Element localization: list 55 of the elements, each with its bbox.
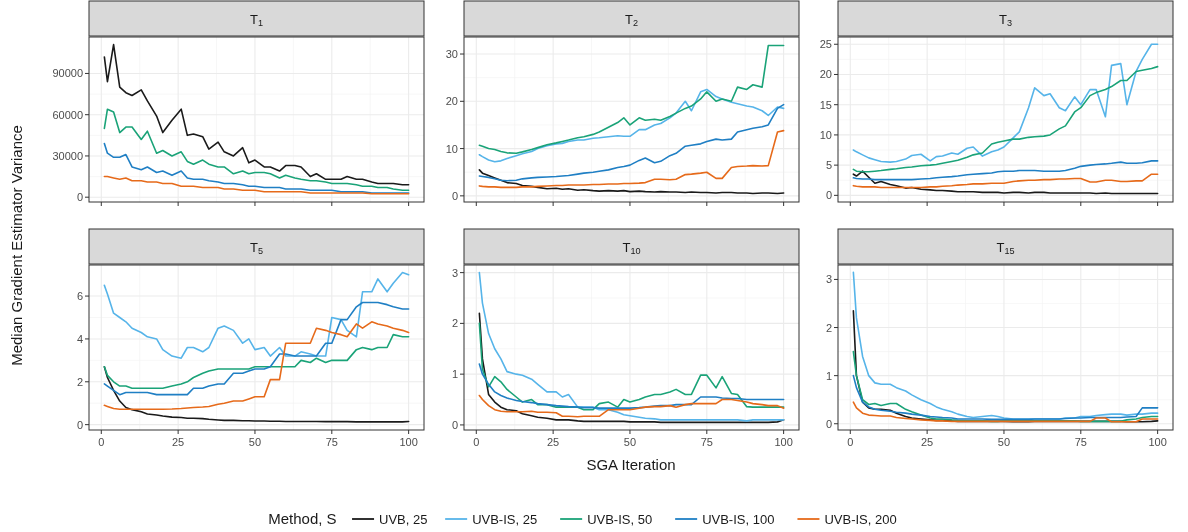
- y-tick-label: 0: [76, 191, 83, 204]
- legend-label: UVB-IS, 100: [702, 512, 775, 527]
- y-tick-label: 2: [76, 375, 83, 388]
- y-tick-label: 0: [825, 189, 832, 202]
- legend-label: UVB-IS, 25: [472, 512, 538, 527]
- y-tick-label: 30: [445, 48, 458, 61]
- y-tick-label: 3: [451, 266, 458, 279]
- x-tick-label: 75: [700, 436, 713, 448]
- y-tick-label: 20: [819, 68, 832, 81]
- x-axis-title: SGA Iteration: [586, 456, 676, 473]
- y-tick-label: 0: [451, 418, 458, 431]
- x-tick-label: 100: [399, 436, 418, 448]
- chart-title: T$_{5}$: [249, 239, 264, 256]
- y-tick-label: 1: [825, 369, 832, 382]
- y-tick-label: 30000: [52, 149, 83, 162]
- y-axis-title: Median Gradient Estimator Variance: [8, 125, 25, 366]
- x-tick-label: 0: [473, 436, 480, 448]
- legend-label: UVB-IS, 200: [824, 512, 897, 527]
- x-tick-label: 75: [1074, 436, 1087, 448]
- y-tick-label: 60000: [52, 108, 83, 121]
- legend-label: UVB-IS, 50: [587, 512, 653, 527]
- y-tick-label: 20: [445, 95, 458, 108]
- x-tick-label: 75: [325, 436, 338, 448]
- y-tick-label: 3: [825, 273, 832, 286]
- y-tick-label: 5: [825, 159, 832, 172]
- y-tick-label: 90000: [52, 67, 83, 80]
- y-tick-label: 25: [819, 38, 832, 51]
- chart-title: T$_{10}$: [622, 239, 641, 256]
- legend-title: Method, S: [268, 510, 337, 527]
- y-tick-label: 2: [825, 321, 832, 334]
- x-tick-label: 100: [1148, 436, 1167, 448]
- chart-title: T$_{15}$: [996, 239, 1015, 256]
- y-tick-label: 6: [76, 290, 83, 303]
- x-tick-label: 0: [98, 436, 105, 448]
- legend-label: UVB, 25: [379, 512, 428, 527]
- chart-title: T$_{2}$: [624, 11, 639, 28]
- y-tick-label: 0: [451, 189, 458, 202]
- x-tick-label: 25: [172, 436, 185, 448]
- x-tick-label: 50: [997, 436, 1011, 448]
- y-tick-label: 4: [76, 332, 83, 345]
- y-tick-label: 2: [451, 317, 458, 330]
- y-tick-label: 0: [76, 418, 83, 431]
- x-tick-label: 0: [847, 436, 854, 448]
- x-tick-label: 50: [248, 436, 262, 448]
- y-tick-label: 1: [451, 368, 458, 381]
- x-tick-label: 50: [623, 436, 637, 448]
- y-tick-label: 10: [445, 142, 458, 155]
- x-tick-label: 25: [547, 436, 560, 448]
- y-tick-label: 10: [819, 128, 832, 141]
- chart-title: T$_{1}$: [249, 11, 264, 28]
- x-tick-label: 100: [774, 436, 793, 448]
- chart-title: T$_{3}$: [998, 11, 1013, 28]
- y-tick-label: 15: [819, 98, 832, 111]
- x-tick-label: 25: [921, 436, 934, 448]
- y-tick-label: 0: [825, 417, 832, 430]
